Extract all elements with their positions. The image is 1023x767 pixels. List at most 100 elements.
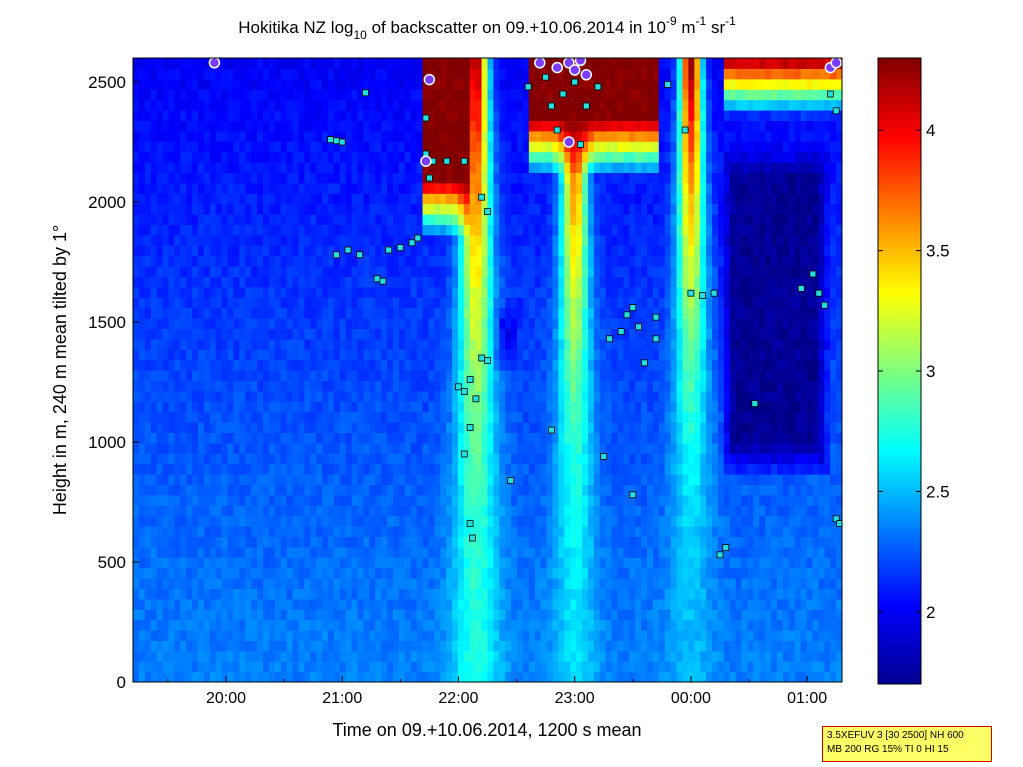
heatmap-cell	[245, 578, 252, 589]
heatmap-cell	[582, 390, 589, 402]
heatmap-cell	[345, 494, 353, 506]
heatmap-cell	[292, 89, 300, 101]
heatmap-cell	[345, 276, 353, 288]
heatmap-cell	[422, 619, 430, 631]
heatmap-cell	[304, 162, 311, 173]
heatmap-cell	[316, 557, 323, 569]
heatmap-cell	[180, 515, 187, 527]
heatmap-cell	[528, 598, 536, 610]
heatmap-cell	[546, 411, 554, 423]
heatmap-cell	[286, 661, 294, 673]
heatmap-cell	[487, 193, 495, 205]
heatmap-cell	[369, 318, 376, 329]
heatmap-cell	[463, 266, 471, 277]
heatmap-cell	[192, 318, 199, 329]
heatmap-cell	[505, 203, 512, 215]
heatmap-cell	[192, 598, 199, 610]
heatmap-cell	[251, 619, 258, 631]
heatmap-cell	[215, 172, 223, 184]
heatmap-cell	[422, 640, 430, 652]
heatmap-cell	[534, 671, 542, 682]
heatmap-cell	[446, 172, 453, 184]
heatmap-cell	[558, 110, 565, 121]
heatmap-cell	[410, 515, 418, 527]
heatmap-cell	[410, 78, 418, 90]
heatmap-cell	[446, 526, 453, 537]
heatmap-cell	[186, 442, 193, 454]
heatmap-cell	[292, 463, 300, 475]
heatmap-cell	[257, 505, 264, 517]
heatmap-cell	[611, 630, 619, 641]
heatmap-cell	[180, 297, 187, 309]
heatmap-cell	[605, 234, 613, 246]
heatmap-cell	[215, 494, 223, 506]
heatmap-cell	[440, 546, 447, 558]
heatmap-cell	[239, 671, 246, 682]
heatmap-cell	[487, 432, 495, 444]
heatmap-cell	[304, 546, 311, 558]
heatmap-cell	[381, 401, 388, 413]
heatmap-cell	[404, 640, 412, 652]
heatmap-cell	[528, 359, 536, 371]
heatmap-cell	[310, 286, 317, 298]
heatmap-cell	[262, 162, 270, 173]
heatmap-cell	[221, 619, 229, 631]
heatmap-cell	[197, 224, 205, 236]
heatmap-cell	[534, 640, 542, 652]
heatmap-cell	[522, 505, 530, 517]
heatmap-cell	[345, 453, 353, 465]
heatmap-cell	[582, 557, 589, 569]
heatmap-cell	[375, 328, 382, 340]
heatmap-cell	[251, 359, 258, 371]
heatmap-cell	[138, 380, 146, 392]
heatmap-cell	[528, 494, 536, 506]
heatmap-cell	[262, 463, 270, 475]
heatmap-cell	[286, 671, 294, 682]
heatmap-cell	[310, 390, 317, 402]
heatmap-cell	[511, 526, 518, 537]
heatmap-cell	[611, 349, 619, 361]
heatmap-cell	[245, 515, 252, 527]
heatmap-cell	[570, 442, 577, 454]
heatmap-cell	[174, 89, 181, 101]
heatmap-cell	[274, 650, 282, 662]
heatmap-cell	[292, 120, 300, 132]
heatmap-cell	[363, 58, 370, 69]
heatmap-cell	[197, 442, 205, 454]
heatmap-cell	[274, 442, 282, 454]
heatmap-cell	[298, 99, 305, 111]
heatmap-cell	[587, 130, 595, 142]
heatmap-cell	[138, 474, 146, 485]
heatmap-cell	[540, 245, 548, 257]
heatmap-cell	[227, 567, 235, 579]
heatmap-cell	[292, 650, 300, 662]
heatmap-cell	[375, 370, 382, 381]
heatmap-cell	[593, 411, 601, 423]
heatmap-cell	[463, 120, 471, 132]
heatmap-cell	[138, 442, 146, 454]
heatmap-cell	[528, 442, 536, 454]
heatmap-cell	[363, 286, 370, 298]
heatmap-cell	[463, 557, 471, 569]
heatmap-cell	[333, 203, 341, 215]
heatmap-cell	[499, 359, 506, 371]
heatmap-cell	[351, 58, 359, 69]
heatmap-cell	[280, 609, 288, 621]
heatmap-cell	[322, 89, 329, 101]
heatmap-cell	[552, 630, 559, 641]
heatmap-cell	[452, 318, 459, 329]
heatmap-cell	[475, 99, 483, 111]
heatmap-cell	[499, 349, 506, 361]
heatmap-cell	[387, 370, 394, 381]
heatmap-cell	[564, 671, 571, 682]
heatmap-cell	[133, 182, 140, 194]
heatmap-cell	[410, 630, 418, 641]
heatmap-cell	[268, 484, 276, 496]
heatmap-cell	[457, 546, 465, 558]
heatmap-cell	[327, 432, 335, 444]
heatmap-cell	[369, 224, 376, 236]
heatmap-cell	[150, 141, 158, 153]
heatmap-cell	[322, 234, 329, 246]
heatmap-cell	[446, 411, 453, 423]
heatmap-cell	[398, 120, 406, 132]
